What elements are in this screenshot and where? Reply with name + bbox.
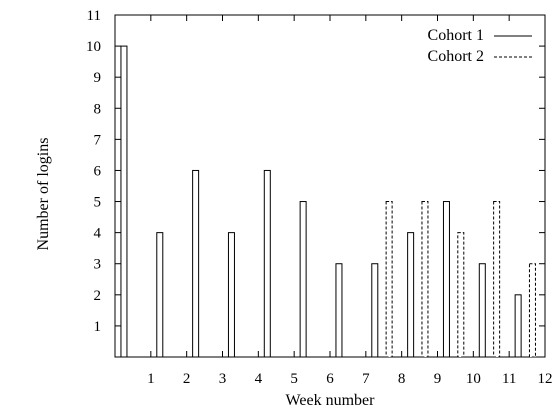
x-tick-label: 9: [434, 371, 442, 387]
y-axis-label: Number of logins: [35, 138, 52, 251]
y-tick-label: 9: [94, 70, 102, 86]
x-tick-label: 8: [398, 371, 406, 387]
bar-cohort-2: [493, 201, 501, 358]
y-tick-label: 3: [94, 257, 102, 273]
bars: [120, 45, 536, 358]
bar-cohort-2: [385, 201, 393, 358]
y-axis-ticks: 1 2 3 4 5 6 7 8 9 10 11: [86, 8, 545, 335]
y-tick-label: 2: [94, 288, 102, 304]
bar-cohort-1: [299, 201, 307, 358]
y-tick-label: 5: [94, 195, 102, 211]
bar-cohort-1: [227, 232, 235, 358]
bar-cohort-1: [335, 263, 343, 358]
bar-cohort-1: [407, 232, 415, 358]
x-tick-label: 6: [326, 371, 334, 387]
x-tick-label: 7: [362, 371, 370, 387]
y-tick-label: 10: [86, 39, 101, 55]
x-tick-label: 4: [255, 371, 263, 387]
bar-cohort-1: [156, 232, 164, 358]
legend-label-cohort-1: Cohort 1: [428, 27, 484, 44]
y-tick-label: 11: [87, 8, 101, 24]
y-tick-label: 4: [94, 226, 102, 242]
legend-label-cohort-2: Cohort 2: [428, 48, 484, 65]
x-tick-label: 12: [538, 371, 553, 387]
y-tick-label: 7: [94, 132, 102, 148]
y-tick-label: 6: [94, 163, 102, 179]
x-tick-label: 2: [183, 371, 191, 387]
bar-cohort-1: [478, 263, 486, 358]
legend: Cohort 1 Cohort 2: [428, 27, 532, 65]
bar-cohort-1: [192, 169, 200, 358]
x-axis-label: Week number: [286, 392, 376, 409]
bar-cohort-2: [457, 232, 465, 358]
x-tick-label: 3: [219, 371, 227, 387]
bar-cohort-1: [263, 169, 271, 358]
x-axis-ticks: 1 2 3 4 5 6 7 8 9 10 11 12: [147, 15, 553, 387]
bar-cohort-1: [371, 263, 379, 358]
bar-cohort-2: [528, 263, 536, 358]
bar-cohort-1: [442, 201, 450, 358]
y-tick-label: 1: [94, 319, 102, 335]
y-tick-label: 8: [94, 101, 102, 117]
x-tick-label: 1: [147, 371, 155, 387]
x-tick-label: 11: [502, 371, 516, 387]
bar-cohort-1: [514, 294, 522, 358]
x-tick-label: 10: [466, 371, 481, 387]
bar-cohort-1: [120, 45, 128, 358]
bar-cohort-2: [421, 201, 429, 358]
x-tick-label: 5: [290, 371, 298, 387]
